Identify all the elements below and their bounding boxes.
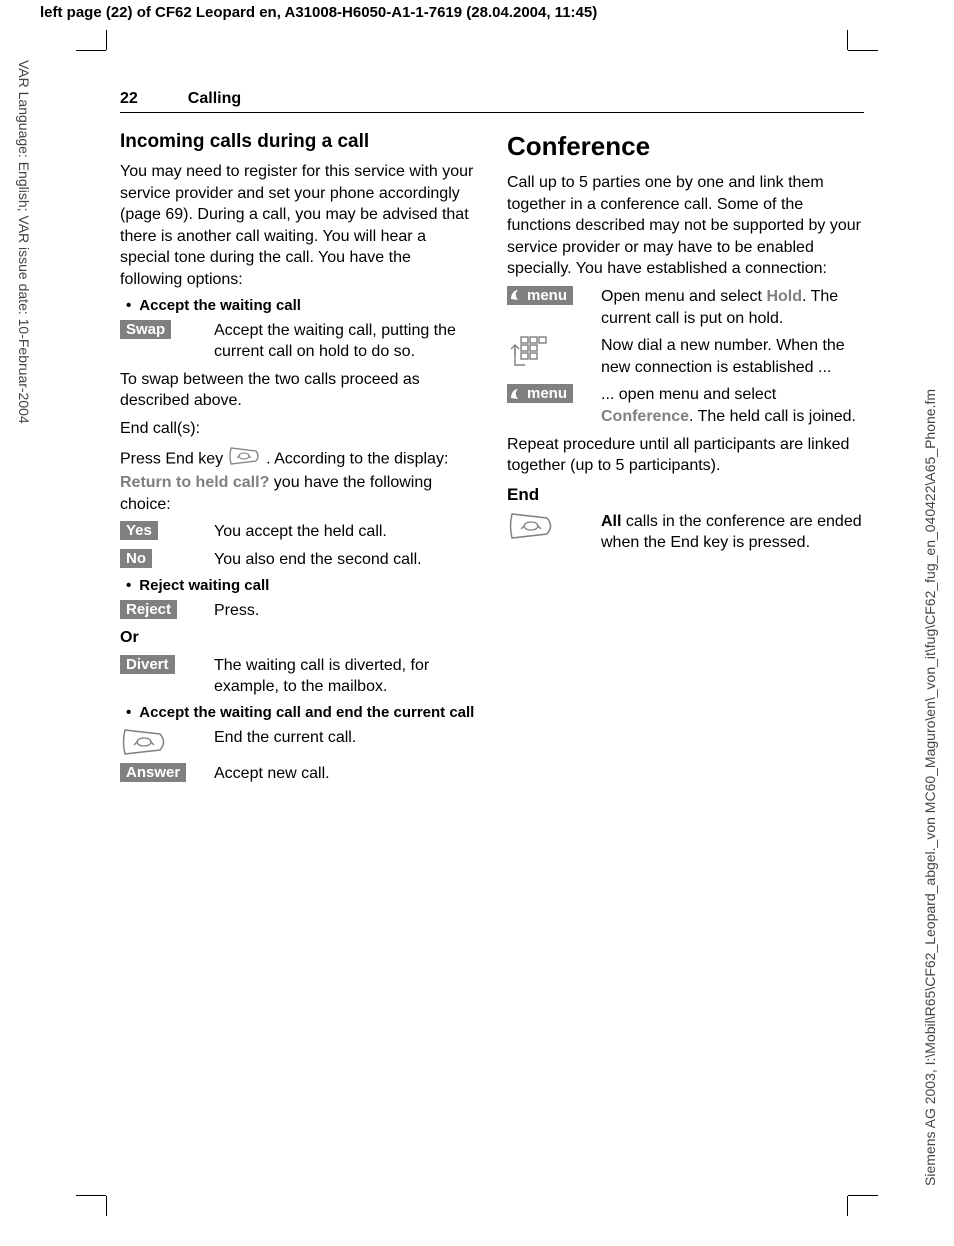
answer-desc: Accept new call. xyxy=(214,763,477,785)
keypad-icon xyxy=(507,335,585,371)
crop-mark xyxy=(76,1195,106,1196)
crop-mark xyxy=(847,30,848,50)
crop-mark xyxy=(848,50,878,51)
bullet-reject-waiting: • Reject waiting call xyxy=(126,577,477,594)
softkey-answer: Answer xyxy=(120,763,186,782)
intro-text: You may need to register for this servic… xyxy=(120,161,477,291)
softkey-divert: Divert xyxy=(120,655,175,674)
swap-desc: Accept the waiting call, putting the cur… xyxy=(214,320,477,363)
step1-desc: Open menu and select Hold. The current c… xyxy=(601,286,864,329)
doc-meta-header: left page (22) of CF62 Leopard en, A3100… xyxy=(40,0,914,25)
heading-end: End xyxy=(507,485,864,505)
swap-between-text: To swap between the two calls proceed as… xyxy=(120,369,477,412)
return-prompt: Return to held call? xyxy=(120,474,269,491)
end-calls-label: End call(s): xyxy=(120,418,477,440)
left-column: Incoming calls during a call You may nee… xyxy=(120,131,477,790)
page-body: 22 Calling Incoming calls during a call … xyxy=(120,90,864,1176)
softkey-yes: Yes xyxy=(120,521,158,540)
crop-mark xyxy=(847,1196,848,1216)
no-desc: You also end the second call. xyxy=(214,549,477,571)
or-label: Or xyxy=(120,627,477,649)
crop-mark xyxy=(848,1195,878,1196)
section-title: Calling xyxy=(188,90,241,108)
heading-incoming: Incoming calls during a call xyxy=(120,131,477,153)
softkey-menu: menu xyxy=(507,286,573,305)
running-head: 22 Calling xyxy=(120,90,864,113)
bullet-dot: • xyxy=(126,704,131,721)
step2-desc: Now dial a new number. When the new conn… xyxy=(601,335,864,378)
softkey-menu: menu xyxy=(507,384,573,403)
page-number: 22 xyxy=(120,90,138,108)
reject-desc: Press. xyxy=(214,600,477,622)
doc-meta-rest: of CF62 Leopard en, A31008-H6050-A1-1-76… xyxy=(133,4,598,21)
end-key-icon-large xyxy=(120,727,198,757)
bullet-dot: • xyxy=(126,577,131,594)
end-key-icon-large xyxy=(507,511,585,541)
end-desc: All calls in the conference are ended wh… xyxy=(601,511,864,554)
bullet-label: Accept the waiting call and end the curr… xyxy=(139,704,474,721)
softkey-reject: Reject xyxy=(120,600,177,619)
step3-desc: ... open menu and select Conference. The… xyxy=(601,384,864,427)
endcurrent-desc: End the current call. xyxy=(214,727,477,749)
doc-meta-prefix: left page (22) xyxy=(40,4,133,21)
divert-desc: The waiting call is diverted, for exampl… xyxy=(214,655,477,698)
bullet-accept-waiting: • Accept the waiting call xyxy=(126,297,477,314)
bullet-label: Reject waiting call xyxy=(139,577,269,594)
bullet-accept-and-end: • Accept the waiting call and end the cu… xyxy=(126,704,477,721)
yes-desc: You accept the held call. xyxy=(214,521,477,543)
crop-mark xyxy=(106,1196,107,1216)
bullet-dot: • xyxy=(126,297,131,314)
end-key-icon xyxy=(228,446,262,473)
right-column: Conference Call up to 5 parties one by o… xyxy=(507,131,864,790)
repeat-text: Repeat procedure until all participants … xyxy=(507,434,864,477)
press-end-text: Press End key . According to the display… xyxy=(120,446,477,516)
crop-mark xyxy=(106,30,107,50)
side-text-right: Siemens AG 2003, I:\Mobil\R65\CF62_Leopa… xyxy=(922,389,938,1186)
conference-intro: Call up to 5 parties one by one and link… xyxy=(507,172,864,280)
side-text-left: VAR Language: English; VAR issue date: 1… xyxy=(16,60,32,424)
crop-mark xyxy=(76,50,106,51)
bullet-label: Accept the waiting call xyxy=(139,297,301,314)
softkey-swap: Swap xyxy=(120,320,171,339)
heading-conference: Conference xyxy=(507,131,864,162)
softkey-no: No xyxy=(120,549,152,568)
